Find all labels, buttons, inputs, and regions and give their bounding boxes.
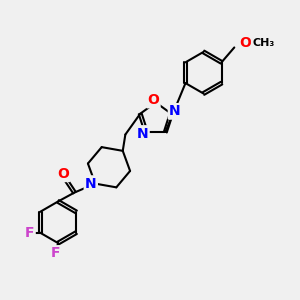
Text: O: O <box>57 167 69 181</box>
Text: F: F <box>50 247 60 260</box>
Text: N: N <box>85 177 97 190</box>
Text: N: N <box>137 127 148 140</box>
Text: CH₃: CH₃ <box>252 38 274 48</box>
Text: F: F <box>25 226 34 240</box>
Text: N: N <box>169 104 181 118</box>
Text: O: O <box>239 36 251 50</box>
Text: O: O <box>147 93 159 107</box>
